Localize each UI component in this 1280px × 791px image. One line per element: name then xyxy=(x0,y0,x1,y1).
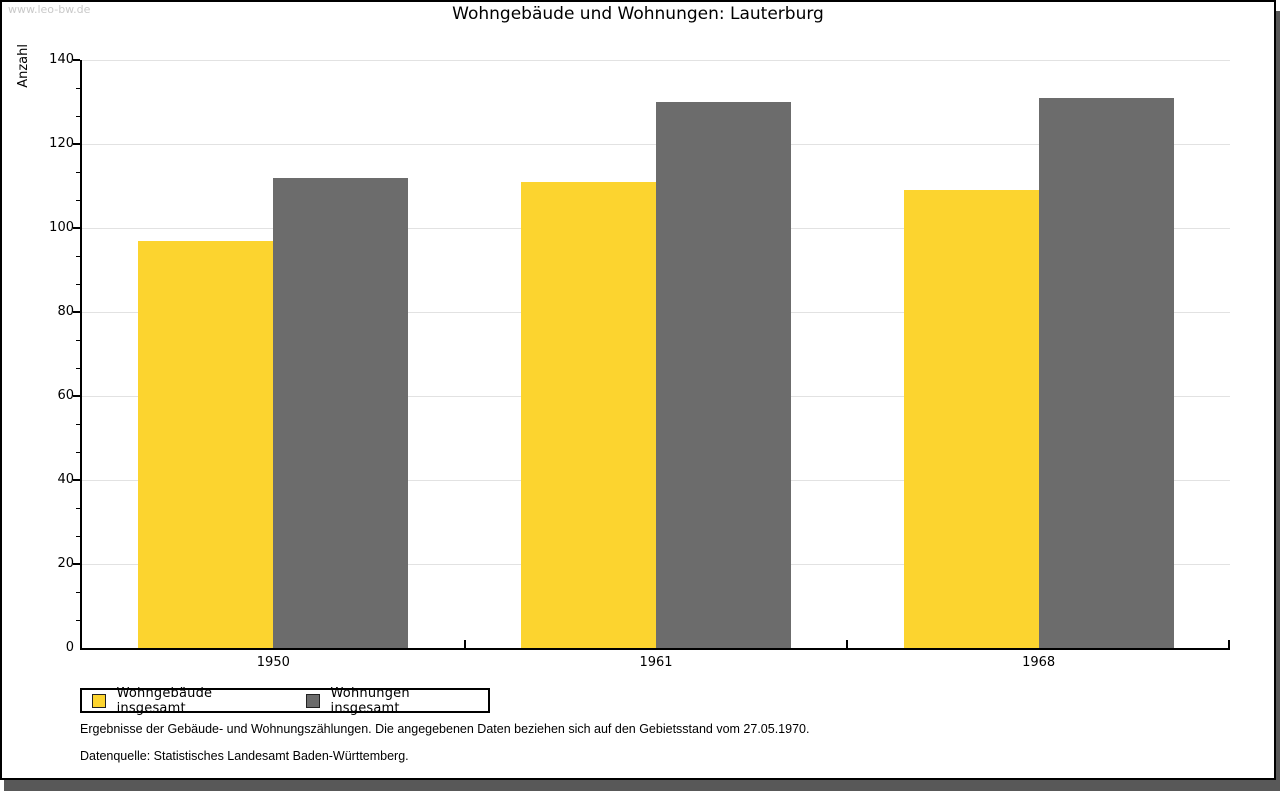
y-minor-tick xyxy=(76,284,80,285)
y-axis-label: Anzahl xyxy=(16,44,31,88)
y-minor-tick xyxy=(76,452,80,453)
y-minor-tick xyxy=(76,620,80,621)
x-axis-label: 1968 xyxy=(1022,655,1056,670)
plot-area xyxy=(73,59,1230,650)
y-tick-label: 40 xyxy=(57,472,74,487)
y-minor-tick xyxy=(76,508,80,509)
y-minor-tick xyxy=(76,256,80,257)
y-tick-label: 60 xyxy=(57,388,74,403)
x-axis-tick xyxy=(463,640,466,648)
footnote-line-2: Datenquelle: Statistisches Landesamt Bad… xyxy=(80,749,409,763)
y-tick-label: 80 xyxy=(57,304,74,319)
y-tick-label: 120 xyxy=(49,136,74,151)
y-tick xyxy=(73,395,80,397)
y-minor-tick xyxy=(76,592,80,593)
page-title: Wohngebäude und Wohnungen: Lauterburg xyxy=(452,4,824,24)
x-axis-label: 1961 xyxy=(639,655,673,670)
y-tick-label: 20 xyxy=(57,556,74,571)
legend-label: Wohnungen insgesamt xyxy=(330,685,410,716)
y-minor-tick xyxy=(76,536,80,537)
y-tick-label: 100 xyxy=(49,220,74,235)
y-minor-tick xyxy=(76,424,80,425)
x-axis-label: 1950 xyxy=(256,655,290,670)
y-minor-tick xyxy=(76,116,80,117)
bar-1968-series0 xyxy=(903,190,1039,648)
y-minor-tick xyxy=(76,340,80,341)
bar-1950-series1 xyxy=(273,177,409,648)
bar-1961-series0 xyxy=(521,181,656,648)
y-tick-label: 0 xyxy=(65,640,74,655)
bar-1950-series0 xyxy=(138,240,274,648)
legend: Wohngebäude insgesamt Wohnungen insgesamt xyxy=(80,685,490,716)
y-minor-tick xyxy=(76,172,80,173)
y-minor-tick xyxy=(76,368,80,369)
y-minor-tick xyxy=(76,88,80,89)
y-minor-tick xyxy=(76,200,80,201)
legend-entry: Wohnungen insgesamt xyxy=(305,685,478,716)
watermark: www.leo-bw.de xyxy=(8,3,91,16)
legend-swatch-gray xyxy=(305,693,320,708)
y-tick xyxy=(73,59,80,61)
bar-1961-series1 xyxy=(656,102,791,648)
x-axis-tick xyxy=(846,640,849,648)
y-tick-label: 140 xyxy=(49,52,74,67)
legend-swatch-yellow xyxy=(92,693,106,708)
y-tick xyxy=(73,311,80,313)
bar-1968-series1 xyxy=(1038,97,1174,648)
legend-entry: Wohngebäude insgesamt xyxy=(92,686,280,716)
y-tick xyxy=(73,227,80,229)
x-axis-end-tick xyxy=(1228,640,1230,648)
y-tick xyxy=(73,143,80,145)
footnote-line-1: Ergebnisse der Gebäude- und Wohnungszähl… xyxy=(80,722,810,736)
y-tick xyxy=(73,563,80,565)
gridline xyxy=(82,60,1230,61)
y-tick xyxy=(73,479,80,481)
legend-label: Wohngebäude insgesamt xyxy=(116,685,213,716)
